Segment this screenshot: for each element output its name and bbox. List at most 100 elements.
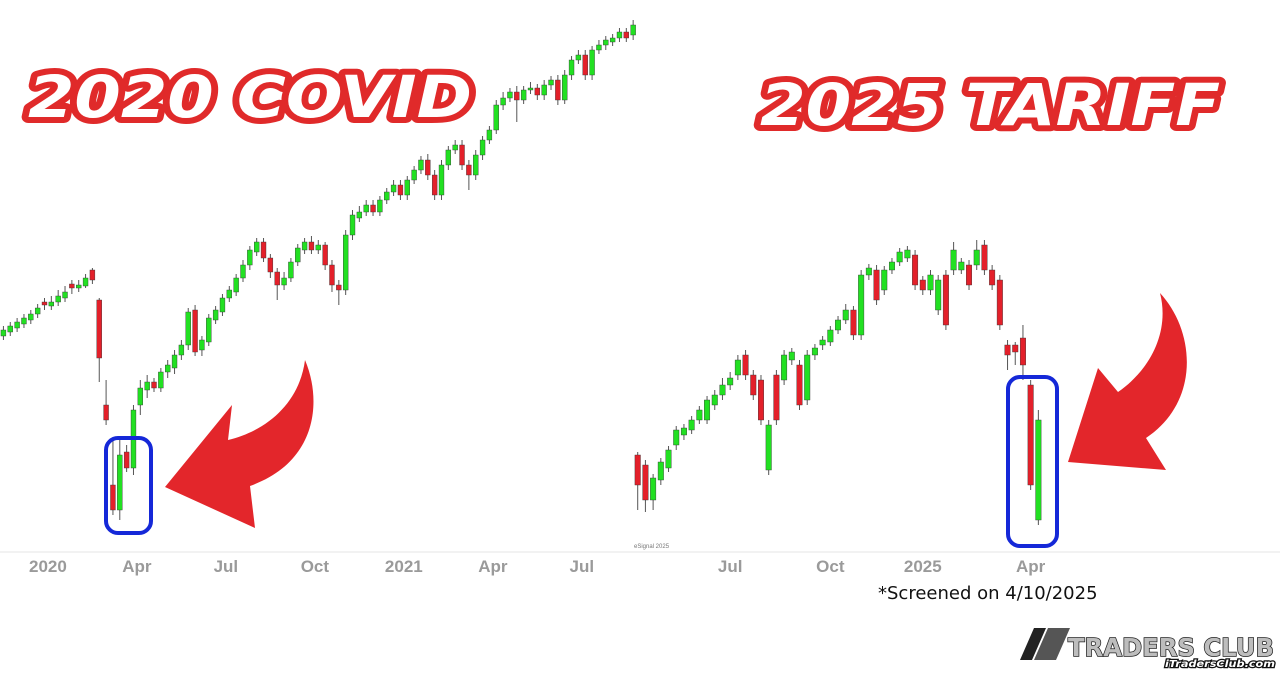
candle-body [568,59,575,76]
candle-body [404,179,410,196]
candle-body [819,339,826,346]
candle-body [575,54,582,61]
candle-body [603,39,609,46]
candle-body [171,354,178,369]
candle-body [942,274,949,326]
candle-body [308,241,315,251]
candle-body [704,399,711,421]
candle-body [418,159,424,171]
candle-body [466,164,472,176]
candle-body [247,249,253,266]
candle-body [742,354,749,376]
candle-body [21,317,27,325]
candle-body [616,31,623,39]
candle-body [397,184,404,196]
candle-body [260,241,267,259]
candle-body [0,329,7,337]
candle-body [28,313,34,321]
candle-body [295,247,301,263]
candle-body [548,79,554,86]
candle-body [384,191,390,201]
candle-body [973,249,980,266]
candle-body [459,144,465,166]
candle-body [719,384,726,396]
candle-body [696,409,703,421]
candle-body [896,251,903,263]
x-tick-label: 2025 [904,557,942,576]
candle-body [734,359,741,376]
candle-body [349,214,356,236]
candle-body [370,204,376,213]
candle-body [989,269,996,286]
logo-mark [1020,628,1046,660]
candle-body [267,257,274,273]
candle-body [1035,419,1042,521]
candle-body [356,211,363,219]
candle-body [881,269,888,291]
highlight-box [104,436,153,535]
annotation: *Screened on 4/10/2025 [878,583,1098,604]
candle-body [62,291,68,299]
candle-body [888,261,895,271]
candle-body [34,307,41,315]
candle-body [796,364,803,406]
candle-body [103,404,109,421]
candle-body [634,454,641,486]
candle-body [1004,344,1011,356]
candle-body [562,74,568,101]
candle-body [958,261,965,271]
arrow [1068,293,1187,470]
candle-body [151,381,157,389]
candle-body [336,284,342,291]
candle-body [555,79,561,101]
candle-body [219,297,226,313]
candle-body [411,169,417,181]
candle-body [452,144,458,151]
candle-body [479,139,486,156]
candle-body [212,309,219,321]
candle-body [445,149,452,166]
candle-body [781,354,788,381]
x-tick-label: Oct [816,557,845,576]
candle-body [827,329,834,343]
arrow [165,360,314,528]
candle-body [55,295,61,303]
candle-body [226,289,232,299]
candle-body [165,364,171,373]
candle-body [240,264,246,279]
candle-body [185,311,191,346]
candle-body [950,249,957,271]
candle-body [206,317,212,343]
candle-body [850,309,857,336]
candle-body [96,299,102,359]
logo-mark [1034,628,1070,660]
candle-body [425,159,431,176]
candle-body [89,269,96,281]
candle-body [431,174,438,196]
candle-body [82,277,89,287]
candle-body [329,264,335,286]
x-tick-label: Apr [122,557,152,576]
candle-body [673,429,680,446]
candle-body [486,129,493,141]
candle-body [773,374,780,421]
candle-body [996,279,1003,326]
candle-body [711,394,718,406]
candle-body [919,279,926,291]
candle-body [758,379,764,421]
candle-body [804,354,811,401]
x-tick-label: 2020 [29,557,67,576]
candle-body [630,24,636,36]
x-tick-label: Oct [301,557,330,576]
candle-body [192,309,198,353]
chart-title: 2020 COVID [28,63,472,131]
candle-body [473,154,479,176]
candle-body [873,269,880,301]
candle-body [842,309,849,321]
candle-body [750,374,757,396]
candle-body [927,274,934,291]
candle-body [966,264,972,286]
candle-body [904,249,911,259]
candle-body [623,31,629,39]
